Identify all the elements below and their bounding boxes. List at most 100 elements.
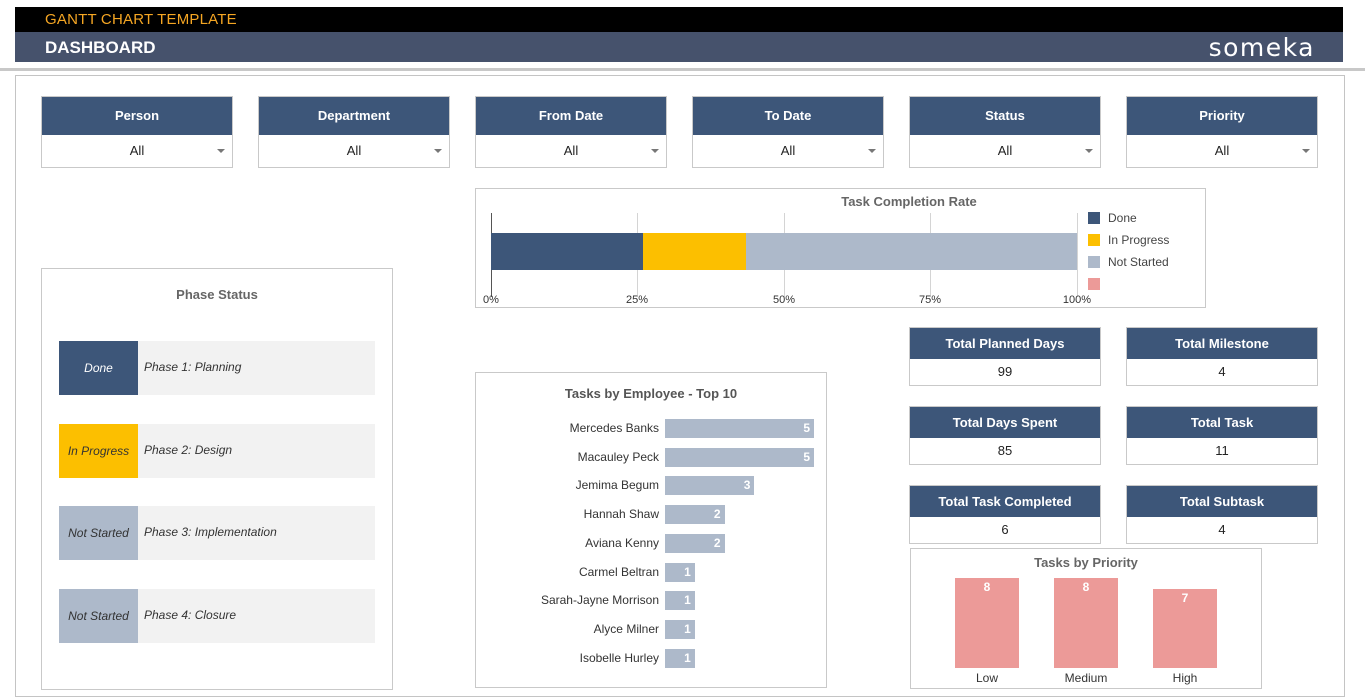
employee-row: Jemima Begum 3 (476, 476, 826, 496)
dropdown-arrow-icon[interactable] (651, 149, 659, 153)
filter-select[interactable]: All (910, 135, 1100, 167)
employee-bar: 3 (665, 476, 755, 496)
kpi-total-subtask: Total Subtask 4 (1126, 485, 1318, 544)
employee-name: Carmel Beltran (578, 564, 659, 579)
page-title: DASHBOARD (45, 38, 156, 57)
legend-label: In Progress (1108, 233, 1170, 247)
kpi-label: Total Planned Days (910, 328, 1100, 359)
employee-name: Sarah-Jayne Morrison (540, 593, 659, 608)
filter-select[interactable]: All (42, 135, 232, 167)
employee-row: Isobelle Hurley 1 (476, 648, 826, 669)
completion-segment (745, 233, 1077, 270)
dropdown-arrow-icon[interactable] (217, 149, 225, 153)
x-tick-label: 75% (918, 294, 942, 306)
priority-value: 7 (1181, 591, 1189, 606)
employee-bar: 1 (665, 591, 695, 611)
employee-value: 5 (803, 449, 810, 464)
header-divider (0, 68, 1365, 71)
template-title: GANTT CHART TEMPLATE (45, 11, 237, 28)
legend-swatch (1088, 278, 1100, 290)
filter-to-date[interactable]: To Date All (692, 96, 884, 168)
kpi-label: Total Subtask (1127, 486, 1317, 517)
phase-status-badge: Not Started (59, 589, 138, 643)
employee-value: 1 (684, 564, 691, 579)
gridline (1077, 213, 1078, 297)
legend-item-done: Done (1088, 211, 1137, 225)
employee-bar: 1 (665, 562, 695, 582)
employee-bar: 1 (665, 619, 695, 639)
kpi-label: Total Task Completed (910, 486, 1100, 517)
dropdown-arrow-icon[interactable] (1085, 149, 1093, 153)
filter-value: All (1214, 143, 1230, 158)
filter-value: All (563, 143, 579, 158)
filter-label: From Date (476, 97, 666, 135)
phase-status-title: Phase Status (176, 287, 258, 302)
employee-row: Alyce Milner 1 (476, 619, 826, 640)
phase-name: Phase 3: Implementation (144, 525, 277, 539)
filter-person[interactable]: Person All (41, 96, 233, 168)
kpi-value: 85 (997, 443, 1013, 458)
employee-bar: 5 (665, 419, 814, 438)
filter-select[interactable]: All (476, 135, 666, 167)
task-completion-chart: Task Completion Rate 0% 25% 50% 75% 100%… (475, 188, 1206, 308)
dropdown-arrow-icon[interactable] (1302, 149, 1310, 153)
employee-row: Hannah Shaw 2 (476, 505, 826, 525)
priority-label: High (1172, 671, 1198, 685)
employee-row: Mercedes Banks 5 (476, 419, 826, 439)
tasks-by-employee-chart: Tasks by Employee - Top 10 Mercedes Bank… (475, 372, 827, 688)
phase-name: Phase 2: Design (144, 443, 233, 457)
employee-row: Macauley Peck 5 (476, 447, 826, 468)
filter-value: All (129, 143, 145, 158)
kpi-label: Total Milestone (1127, 328, 1317, 359)
filter-select[interactable]: All (693, 135, 883, 167)
kpi-total-days-spent: Total Days Spent 85 (909, 406, 1101, 465)
kpi-value: 99 (997, 364, 1013, 379)
x-tick-label: 0% (483, 294, 499, 306)
phase-row: Not Started Phase 4: Closure (59, 589, 375, 643)
filter-select[interactable]: All (259, 135, 449, 167)
employee-row: Aviana Kenny 2 (476, 533, 826, 554)
legend-label: Done (1108, 211, 1137, 225)
kpi-total-milestone: Total Milestone 4 (1126, 327, 1318, 386)
employee-value: 1 (684, 621, 691, 636)
employee-name: Hannah Shaw (583, 507, 659, 522)
dashboard-header-bar: DASHBOARD someka (15, 32, 1343, 62)
completion-segment (643, 233, 746, 270)
filter-status[interactable]: Status All (909, 96, 1101, 168)
employee-value: 1 (684, 650, 691, 665)
dropdown-arrow-icon[interactable] (868, 149, 876, 153)
filter-label: To Date (693, 97, 883, 135)
filter-from-date[interactable]: From Date All (475, 96, 667, 168)
phase-row: Not Started Phase 3: Implementation (59, 506, 375, 560)
priority-bar: 7 (1153, 589, 1217, 668)
legend-item-not-started: Not Started (1088, 255, 1169, 269)
filter-label: Priority (1127, 97, 1317, 135)
filter-value: All (997, 143, 1013, 158)
employee-value: 5 (803, 421, 810, 435)
employee-bar: 2 (665, 505, 725, 525)
kpi-label: Total Task (1127, 407, 1317, 438)
kpi-total-planned-days: Total Planned Days 99 (909, 327, 1101, 386)
phase-status-badge: Not Started (59, 506, 138, 560)
kpi-value: 4 (1218, 522, 1226, 537)
brand-logo: someka (1208, 33, 1315, 62)
filter-priority[interactable]: Priority All (1126, 96, 1318, 168)
employee-name: Mercedes Banks (569, 421, 659, 435)
chart-title: Task Completion Rate (841, 194, 977, 209)
phase-status-badge: Done (59, 341, 138, 395)
phase-row: In Progress Phase 2: Design (59, 424, 375, 478)
filter-label: Department (259, 97, 449, 135)
filter-select[interactable]: All (1127, 135, 1317, 167)
employee-value: 2 (713, 535, 721, 550)
phase-status-panel: Phase Status Done Phase 1: Planning In P… (41, 268, 393, 690)
priority-value: 8 (1082, 580, 1090, 594)
tasks-by-priority-chart: Tasks by Priority 8 Low 8 Medium 7 High (910, 548, 1262, 689)
template-title-bar: GANTT CHART TEMPLATE (15, 7, 1343, 32)
dropdown-arrow-icon[interactable] (434, 149, 442, 153)
phase-name: Phase 1: Planning (144, 360, 242, 374)
filter-department[interactable]: Department All (258, 96, 450, 168)
employee-bar: 2 (665, 533, 725, 553)
chart-title: Tasks by Priority (1034, 555, 1138, 570)
legend-label: Not Started (1108, 255, 1169, 269)
priority-bar: 8 (1054, 578, 1118, 668)
